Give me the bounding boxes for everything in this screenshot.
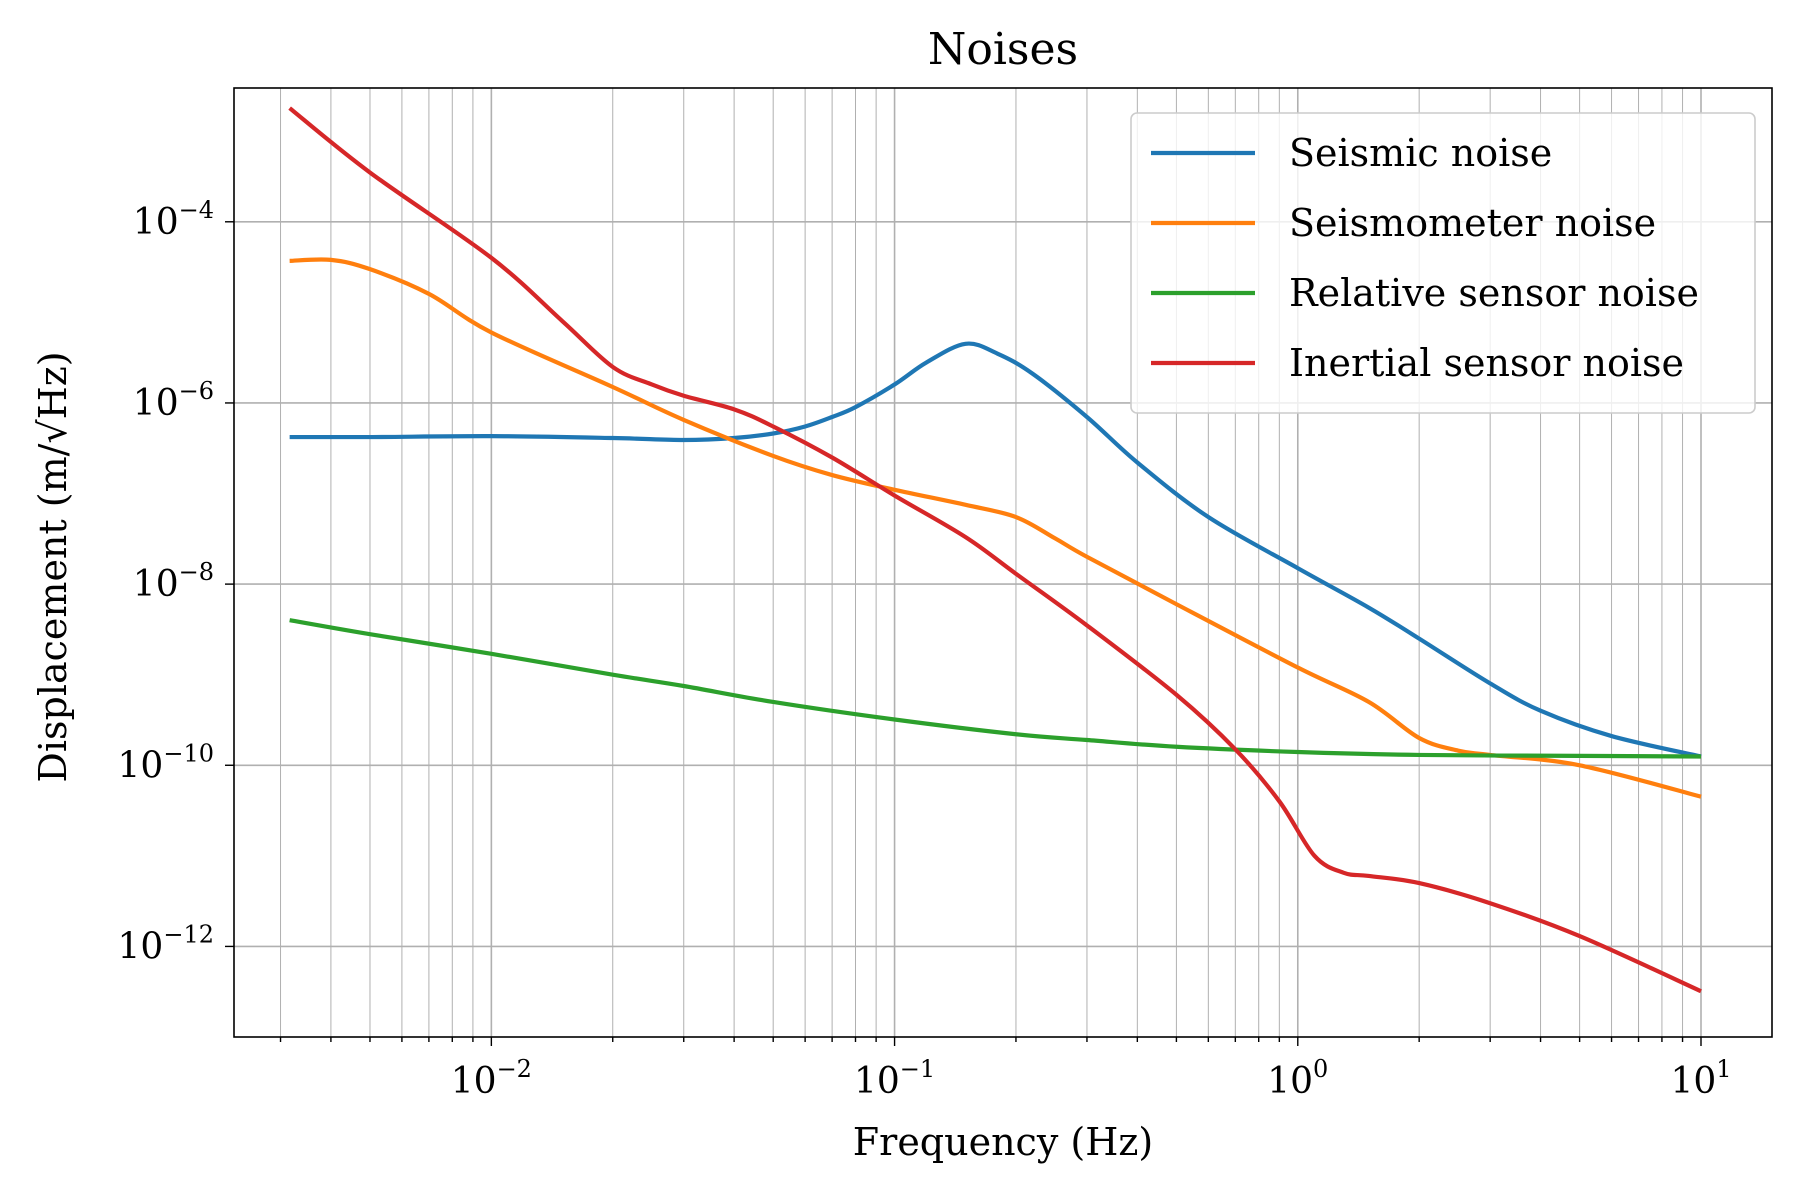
x-tick-exponent: −2 xyxy=(497,1055,532,1083)
y-tick-exponent: −6 xyxy=(179,377,214,405)
x-tick-exponent: −1 xyxy=(900,1055,935,1083)
y-axis-label: Displacement (m/√Hz) xyxy=(31,351,75,782)
legend-label: Seismometer noise xyxy=(1289,201,1656,245)
series-lines xyxy=(288,106,1702,994)
y-tick-label: 10−8 xyxy=(133,558,214,605)
x-axis-label: Frequency (Hz) xyxy=(853,1120,1153,1164)
y-tick-exponent: −10 xyxy=(163,739,214,767)
y-tick-label: 10−4 xyxy=(133,196,214,243)
y-tick-base: 10 xyxy=(133,202,179,243)
x-tick-label: 101 xyxy=(1670,1055,1731,1102)
legend: Seismic noise Seismometer noise Relative s… xyxy=(1130,112,1756,414)
y-tick-label: 10−12 xyxy=(118,920,214,967)
y-tick-base: 10 xyxy=(118,745,164,786)
y-tick-base: 10 xyxy=(118,926,164,967)
legend-box xyxy=(1130,112,1756,414)
x-tick-label: 10−2 xyxy=(451,1055,532,1102)
series-line-1 xyxy=(289,257,1702,799)
y-tick-base: 10 xyxy=(133,383,179,424)
legend-label: Inertial sensor noise xyxy=(1289,341,1684,385)
series-line-3 xyxy=(288,106,1702,994)
x-tick-base: 10 xyxy=(1670,1061,1716,1102)
y-tick-label: 10−10 xyxy=(118,739,214,786)
x-tick-base: 10 xyxy=(854,1061,900,1102)
series-line-0 xyxy=(289,341,1702,759)
y-tick-exponent: −8 xyxy=(179,558,214,586)
x-tick-label: 10−1 xyxy=(854,1055,935,1102)
x-tick-base: 10 xyxy=(1267,1061,1313,1102)
y-tick-exponent: −12 xyxy=(163,920,214,948)
x-tick-base: 10 xyxy=(451,1061,497,1102)
y-tick-base: 10 xyxy=(133,564,179,605)
x-tick-exponent: 1 xyxy=(1716,1055,1731,1083)
y-tick-label: 10−6 xyxy=(133,377,214,424)
x-tick-label: 100 xyxy=(1267,1055,1328,1102)
series-line-2 xyxy=(289,618,1702,759)
y-tick-exponent: −4 xyxy=(179,196,214,224)
chart-title: Noises xyxy=(928,24,1078,75)
legend-label: Relative sensor noise xyxy=(1289,271,1699,315)
legend-label: Seismic noise xyxy=(1289,131,1552,175)
x-tick-exponent: 0 xyxy=(1313,1055,1328,1083)
plot-frame xyxy=(233,87,1773,1038)
